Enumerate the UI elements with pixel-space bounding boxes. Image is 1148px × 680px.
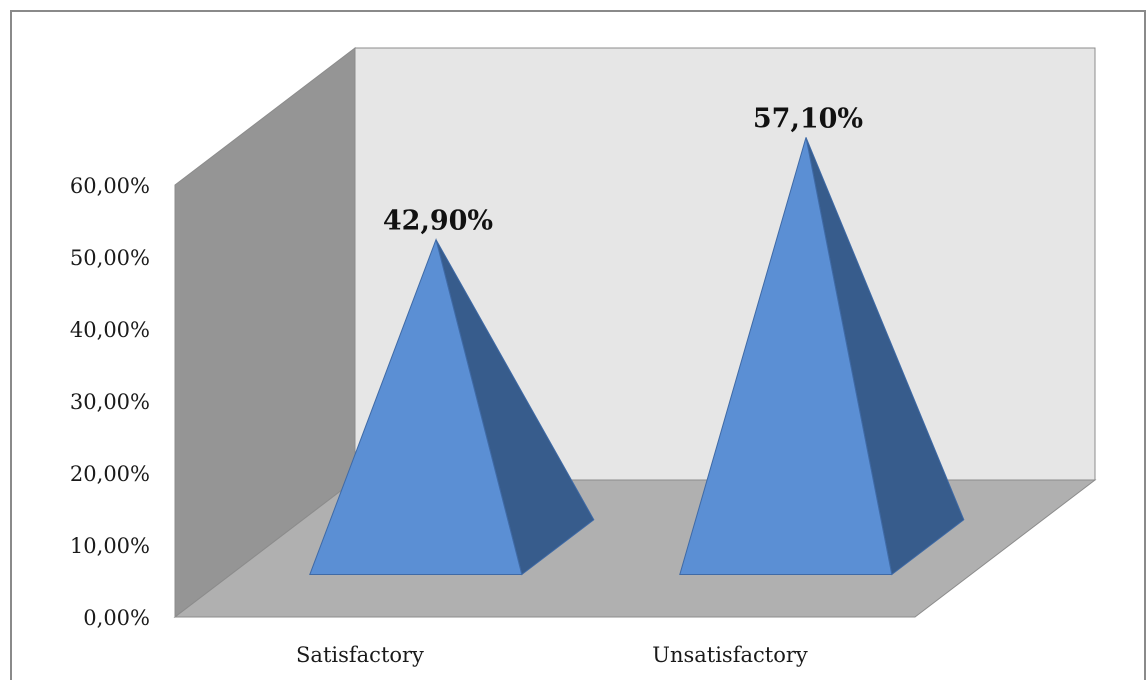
x-category-label: Satisfactory (296, 643, 424, 667)
y-tick-label: 20,00% (70, 462, 150, 486)
data-labels: 42,90% 57,10% (383, 103, 863, 236)
data-label: 57,10% (753, 103, 863, 134)
chart-walls (173, 46, 1097, 619)
y-tick-label: 40,00% (70, 318, 150, 342)
y-tick-label: 60,00% (70, 174, 150, 198)
x-axis-labels: Satisfactory Unsatisfactory (296, 643, 808, 667)
pyramid-front-face (679, 137, 893, 576)
pyramid-front-face (309, 237, 523, 576)
y-axis-ticks: 0,00% 10,00% 20,00% 30,00% 40,00% 50,00% 60,00… (70, 174, 150, 630)
pyramids (309, 137, 965, 576)
y-tick-label: 0,00% (83, 606, 150, 630)
y-tick-label: 10,00% (70, 534, 150, 558)
y-tick-label: 30,00% (70, 390, 150, 414)
y-tick-label: 50,00% (70, 246, 150, 270)
x-category-label: Unsatisfactory (652, 643, 808, 667)
data-label: 42,90% (383, 206, 493, 237)
chart-frame (10, 10, 1146, 680)
